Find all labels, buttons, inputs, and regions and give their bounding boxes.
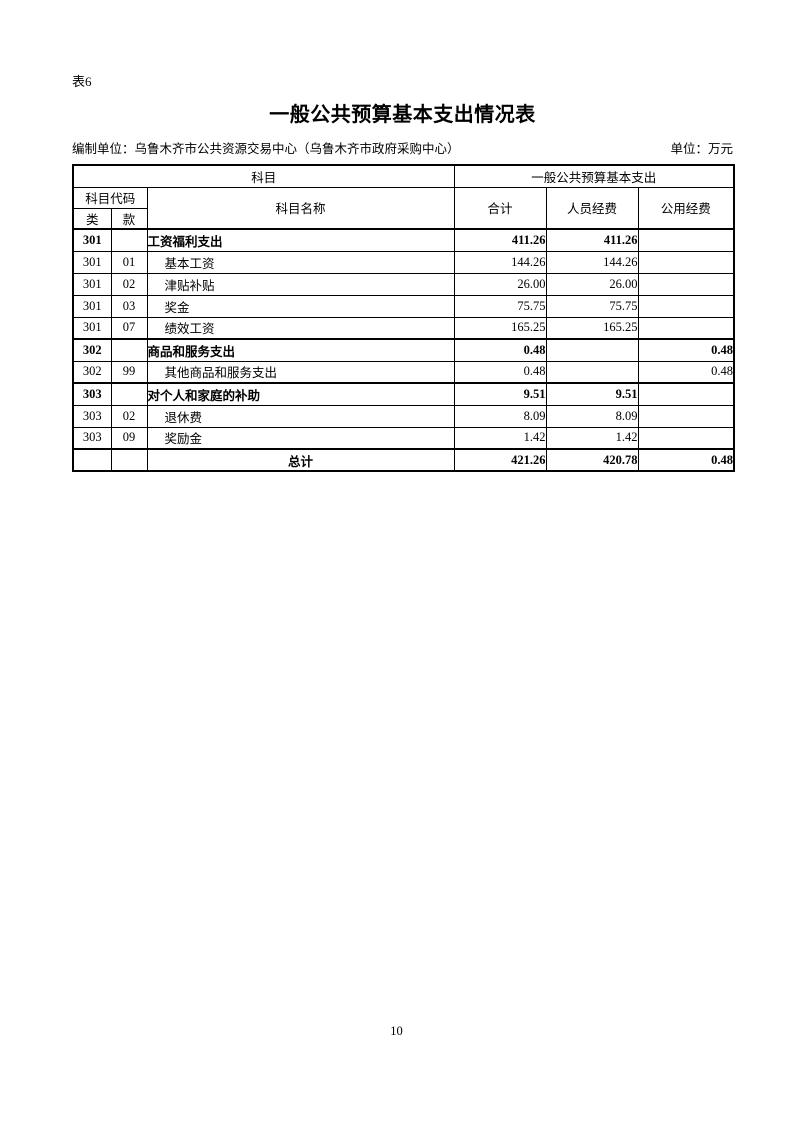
cell-public: [637, 250, 735, 274]
cell-class-code: 301: [72, 250, 112, 274]
cell-personnel: [545, 360, 639, 384]
cell-item-code: 02: [110, 272, 148, 296]
budget-table: 科目 一般公共预算基本支出 科目代码 科目名称 合计 人员经费 公用经费 类 款…: [72, 164, 736, 472]
cell-public: [637, 426, 735, 450]
cell-public: 0.48: [637, 360, 735, 384]
cell-personnel: [545, 338, 639, 362]
table-row: 302 99 其他商品和服务支出 0.48 0.48: [72, 360, 735, 384]
cell-item-code: 07: [110, 316, 148, 340]
cell-subject-name: 退休费: [146, 404, 455, 428]
cell-public: [637, 404, 735, 428]
cell-personnel: 8.09: [545, 404, 639, 428]
header-personnel: 人员经费: [545, 186, 639, 230]
document-content: 表6 一般公共预算基本支出情况表 编制单位：乌鲁木齐市公共资源交易中心（乌鲁木齐…: [72, 74, 736, 472]
cell-subject-name: 奖励金: [146, 426, 455, 450]
table-body: 301 工资福利支出 411.26 411.26 301 01 基本工资 144…: [72, 228, 735, 472]
cell-subject-name: 其他商品和服务支出: [146, 360, 455, 384]
cell-class-code: 303: [72, 404, 112, 428]
cell-public: 0.48: [637, 448, 735, 472]
cell-public: [637, 294, 735, 318]
cell-personnel: 1.42: [545, 426, 639, 450]
cell-item-code: 99: [110, 360, 148, 384]
cell-total: 8.09: [453, 404, 547, 428]
cell-total: 421.26: [453, 448, 547, 472]
cell-public: [637, 316, 735, 340]
cell-total: 0.48: [453, 338, 547, 362]
table-row: 301 01 基本工资 144.26 144.26: [72, 250, 735, 274]
header-item: 款: [110, 207, 148, 230]
cell-item-code: [110, 338, 148, 362]
header-row-groups: 科目 一般公共预算基本支出: [72, 164, 735, 188]
cell-class-code: 303: [72, 426, 112, 450]
cell-item-code: [110, 228, 148, 252]
cell-public: [637, 382, 735, 406]
cell-public: 0.48: [637, 338, 735, 362]
cell-item-code: 02: [110, 404, 148, 428]
cell-personnel: 75.75: [545, 294, 639, 318]
header-class: 类: [72, 207, 112, 230]
cell-item-code: [110, 382, 148, 406]
header-row-columns: 科目代码 科目名称 合计 人员经费 公用经费: [72, 186, 735, 230]
cell-class-code: 301: [72, 228, 112, 252]
meta-line: 编制单位：乌鲁木齐市公共资源交易中心（乌鲁木齐市政府采购中心） 单位：万元: [72, 141, 733, 157]
cell-class-code: 301: [72, 316, 112, 340]
cell-personnel: 9.51: [545, 382, 639, 406]
cell-total-label: 总计: [146, 448, 455, 472]
cell-total: 144.26: [453, 250, 547, 274]
total-row: 总计 421.26 420.78 0.48: [72, 448, 735, 472]
cell-class-code: 303: [72, 382, 112, 406]
cell-class-code: [72, 448, 112, 472]
table-row: 302 商品和服务支出 0.48 0.48: [72, 338, 735, 362]
cell-total: 411.26: [453, 228, 547, 252]
cell-total: 9.51: [453, 382, 547, 406]
cell-subject-name: 奖金: [146, 294, 455, 318]
header-public: 公用经费: [637, 186, 735, 230]
table-row: 303 02 退休费 8.09 8.09: [72, 404, 735, 428]
cell-class-code: 302: [72, 338, 112, 362]
cell-personnel: 420.78: [545, 448, 639, 472]
cell-public: [637, 272, 735, 296]
cell-item-code: 01: [110, 250, 148, 274]
cell-class-code: 301: [72, 294, 112, 318]
cell-personnel: 165.25: [545, 316, 639, 340]
table-row: 301 02 津贴补贴 26.00 26.00: [72, 272, 735, 296]
cell-item-code: [110, 448, 148, 472]
cell-total: 26.00: [453, 272, 547, 296]
table-row: 303 09 奖励金 1.42 1.42: [72, 426, 735, 450]
cell-class-code: 301: [72, 272, 112, 296]
cell-total: 0.48: [453, 360, 547, 384]
cell-item-code: 09: [110, 426, 148, 450]
header-subject-name: 科目名称: [146, 186, 455, 230]
cell-subject-name: 津贴补贴: [146, 272, 455, 296]
prepared-by-label: 编制单位：乌鲁木齐市公共资源交易中心（乌鲁木齐市政府采购中心）: [72, 142, 460, 156]
header-subject-code: 科目代码: [72, 186, 148, 209]
cell-personnel: 411.26: [545, 228, 639, 252]
cell-subject-name: 绩效工资: [146, 316, 455, 340]
table-header: 科目 一般公共预算基本支出 科目代码 科目名称 合计 人员经费 公用经费 类 款: [72, 164, 735, 230]
page-title: 一般公共预算基本支出情况表: [269, 104, 536, 126]
header-subject-group: 科目: [72, 164, 455, 188]
cell-class-code: 302: [72, 360, 112, 384]
cell-total: 165.25: [453, 316, 547, 340]
cell-item-code: 03: [110, 294, 148, 318]
cell-total: 1.42: [453, 426, 547, 450]
table-number-label: 表6: [72, 74, 92, 89]
unit-label: 单位：万元: [670, 142, 733, 156]
cell-personnel: 144.26: [545, 250, 639, 274]
cell-subject-name: 基本工资: [146, 250, 455, 274]
table-row: 301 工资福利支出 411.26 411.26: [72, 228, 735, 252]
header-budget-group: 一般公共预算基本支出: [453, 164, 735, 188]
table-row: 301 07 绩效工资 165.25 165.25: [72, 316, 735, 340]
cell-total: 75.75: [453, 294, 547, 318]
cell-subject-name: 工资福利支出: [146, 228, 455, 252]
cell-personnel: 26.00: [545, 272, 639, 296]
table-row: 303 对个人和家庭的补助 9.51 9.51: [72, 382, 735, 406]
cell-subject-name: 商品和服务支出: [146, 338, 455, 362]
page-number: 10: [390, 1024, 403, 1038]
cell-subject-name: 对个人和家庭的补助: [146, 382, 455, 406]
table-row: 301 03 奖金 75.75 75.75: [72, 294, 735, 318]
cell-public: [637, 228, 735, 252]
header-total: 合计: [453, 186, 547, 230]
